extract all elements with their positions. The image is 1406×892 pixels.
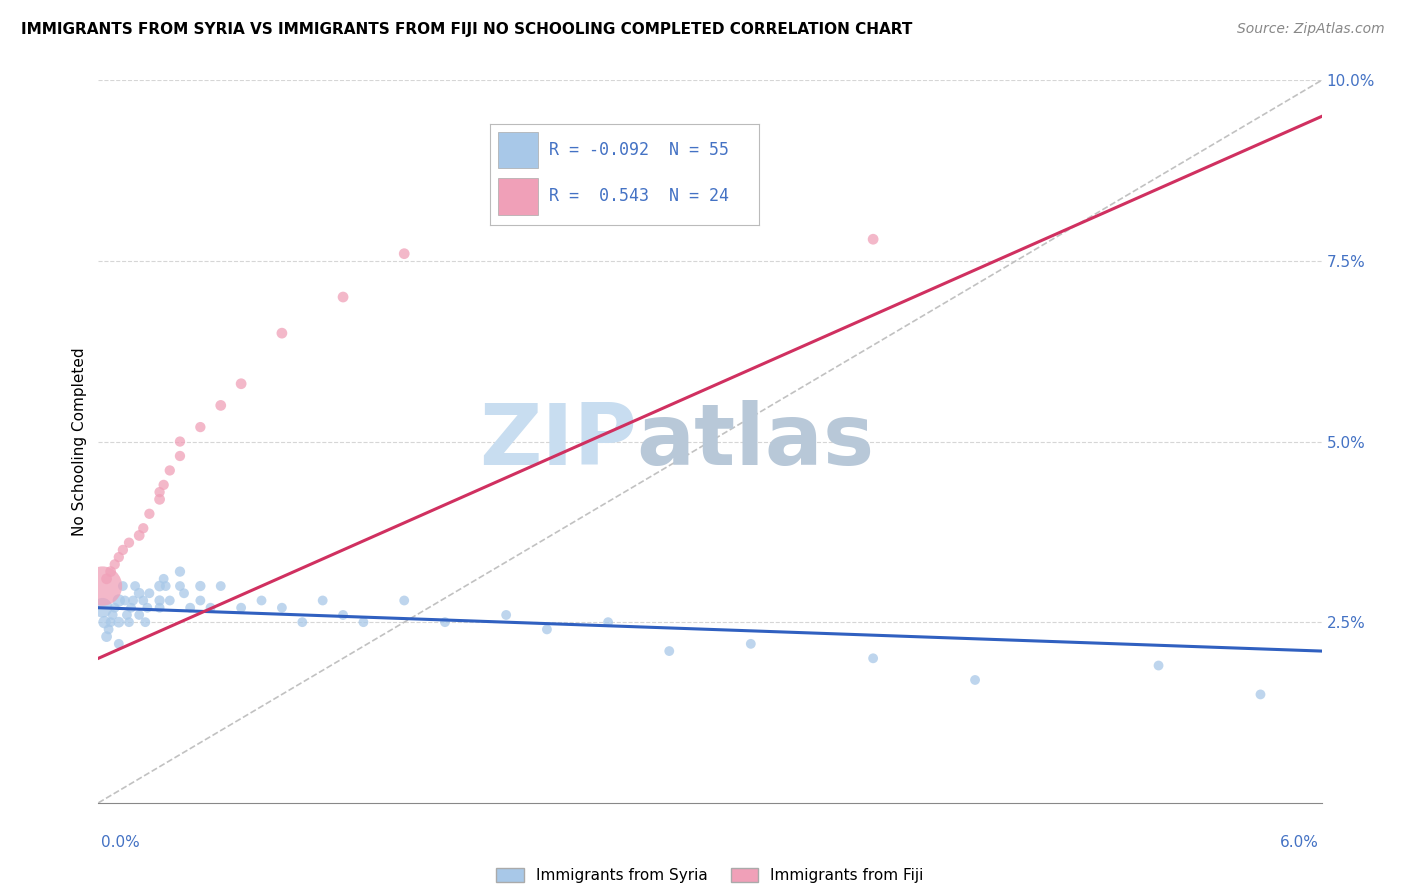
- Point: [209, 398, 232, 412]
- Bar: [498, 178, 538, 215]
- Point: [658, 644, 681, 658]
- Point: [291, 615, 314, 630]
- Point: [169, 449, 191, 463]
- Point: [138, 586, 160, 600]
- Point: [97, 623, 120, 637]
- Point: [169, 565, 191, 579]
- Point: [124, 579, 146, 593]
- Text: atlas: atlas: [637, 400, 875, 483]
- Point: [159, 463, 181, 477]
- Text: R =  0.543  N = 24: R = 0.543 N = 24: [550, 187, 730, 205]
- Point: [352, 615, 374, 630]
- Point: [598, 615, 620, 630]
- Point: [136, 600, 159, 615]
- Point: [179, 600, 201, 615]
- Point: [108, 637, 131, 651]
- Point: [91, 600, 114, 615]
- Point: [270, 326, 292, 340]
- Point: [270, 600, 292, 615]
- Point: [104, 558, 127, 572]
- Point: [128, 607, 150, 622]
- Text: IMMIGRANTS FROM SYRIA VS IMMIGRANTS FROM FIJI NO SCHOOLING COMPLETED CORRELATION: IMMIGRANTS FROM SYRIA VS IMMIGRANTS FROM…: [21, 22, 912, 37]
- Text: R = -0.092  N = 55: R = -0.092 N = 55: [550, 141, 730, 159]
- Point: [134, 615, 156, 630]
- Point: [495, 607, 517, 622]
- Point: [1249, 687, 1271, 701]
- Point: [169, 434, 191, 449]
- Point: [231, 376, 253, 391]
- Point: [111, 542, 134, 557]
- Point: [108, 615, 131, 630]
- Point: [149, 600, 172, 615]
- Point: [392, 246, 416, 260]
- Point: [149, 593, 172, 607]
- Y-axis label: No Schooling Completed: No Schooling Completed: [72, 347, 87, 536]
- Point: [128, 528, 150, 542]
- Point: [100, 615, 122, 630]
- Point: [118, 615, 141, 630]
- Point: [392, 593, 416, 607]
- Point: [200, 600, 222, 615]
- Point: [173, 586, 195, 600]
- Point: [122, 593, 145, 607]
- Point: [332, 607, 354, 622]
- Point: [149, 485, 172, 500]
- Point: [231, 600, 253, 615]
- Point: [250, 593, 273, 607]
- Point: [188, 579, 212, 593]
- Point: [115, 607, 138, 622]
- Point: [152, 572, 174, 586]
- Point: [114, 593, 136, 607]
- Point: [740, 637, 762, 651]
- Legend: Immigrants from Syria, Immigrants from Fiji: Immigrants from Syria, Immigrants from F…: [491, 862, 929, 889]
- Text: 0.0%: 0.0%: [101, 836, 141, 850]
- Point: [91, 579, 114, 593]
- Point: [188, 593, 212, 607]
- Point: [536, 203, 558, 218]
- Point: [209, 579, 232, 593]
- Point: [120, 600, 142, 615]
- Point: [101, 607, 124, 622]
- Point: [93, 615, 115, 630]
- Point: [963, 673, 986, 687]
- Point: [132, 521, 155, 535]
- Point: [104, 600, 127, 615]
- Point: [149, 579, 172, 593]
- Point: [138, 507, 160, 521]
- Point: [311, 593, 335, 607]
- Point: [862, 232, 884, 246]
- Point: [159, 593, 181, 607]
- Point: [1147, 658, 1170, 673]
- Point: [128, 586, 150, 600]
- Point: [100, 565, 122, 579]
- Point: [96, 572, 118, 586]
- Point: [862, 651, 884, 665]
- Text: Source: ZipAtlas.com: Source: ZipAtlas.com: [1237, 22, 1385, 37]
- Point: [96, 630, 118, 644]
- Point: [132, 593, 155, 607]
- Point: [188, 420, 212, 434]
- Point: [332, 290, 354, 304]
- Text: ZIP: ZIP: [479, 400, 637, 483]
- Point: [536, 623, 558, 637]
- Text: 6.0%: 6.0%: [1279, 836, 1319, 850]
- Bar: [498, 132, 538, 168]
- Point: [108, 550, 131, 565]
- Point: [108, 593, 131, 607]
- Point: [118, 535, 141, 549]
- Point: [149, 492, 172, 507]
- Point: [155, 579, 177, 593]
- Point: [433, 615, 456, 630]
- Point: [111, 579, 134, 593]
- Point: [152, 478, 174, 492]
- Point: [169, 579, 191, 593]
